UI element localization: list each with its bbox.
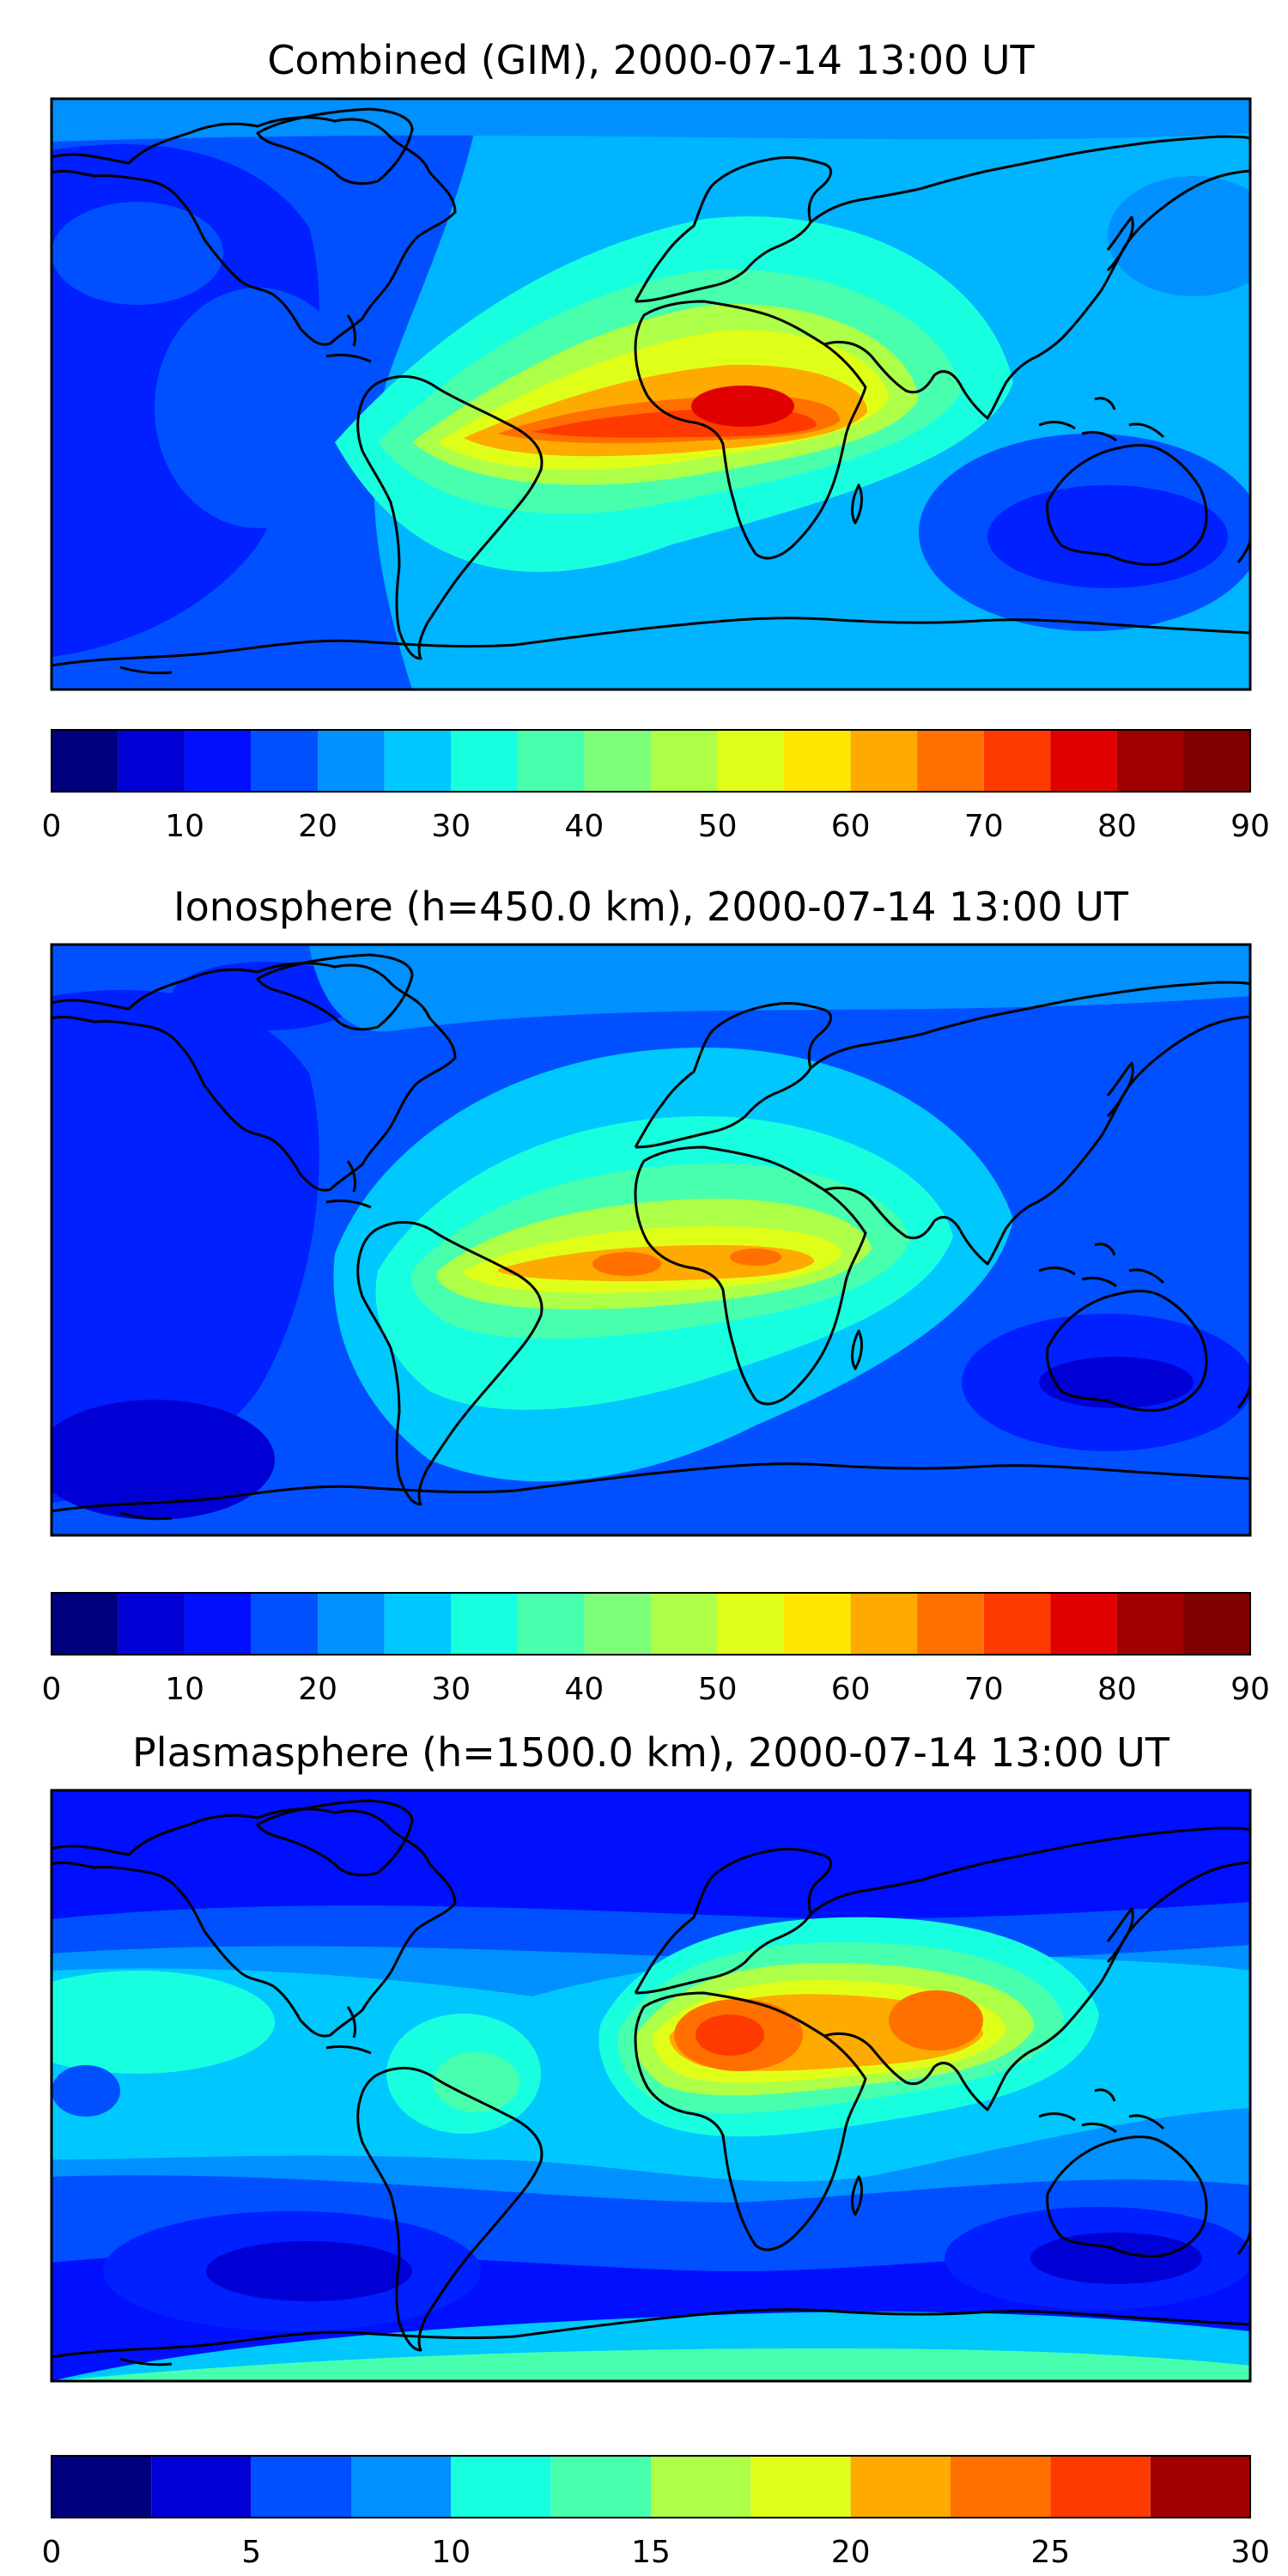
tick-label: 90: [1230, 809, 1270, 844]
tec-map: [50, 97, 1252, 691]
panel-ionosphere: Ionosphere (h=450.0 km), 2000-07-14 13:0…: [42, 884, 1270, 1707]
colorbar-bins: [52, 2456, 1250, 2518]
tick-label: 0: [42, 1672, 62, 1707]
tick-label: 25: [1030, 2535, 1070, 2570]
panel-title: Plasmasphere (h=1500.0 km), 2000-07-14 1…: [132, 1729, 1170, 1776]
tick-label: 40: [564, 809, 604, 844]
tick-label: 5: [241, 2535, 261, 2570]
map-frame: [50, 97, 1252, 691]
tick-label: 30: [1230, 2535, 1270, 2570]
tick-label: 60: [831, 1672, 871, 1707]
tick-label: 10: [165, 809, 204, 844]
tick-label: 90: [1230, 1672, 1270, 1707]
panel-combined: Combined (GIM), 2000-07-14 13:00 UT: [42, 37, 1270, 844]
panel-title: Ionosphere (h=450.0 km), 2000-07-14 13:0…: [173, 884, 1129, 930]
map-frame: [50, 1789, 1252, 2383]
tick-label: 20: [298, 1672, 337, 1707]
colorbar-bins: [52, 1593, 1250, 1655]
colorbar-ticks: 0 10 20 30 40 50 60 70 80 90: [42, 809, 1270, 844]
tec-map: [50, 1789, 1252, 2383]
tick-label: 20: [831, 2535, 871, 2570]
tick-label: 20: [298, 809, 337, 844]
colorbar-ticks: 0 10 20 30 40 50 60 70 80 90: [42, 1672, 1270, 1707]
tick-label: 50: [698, 1672, 738, 1707]
tick-label: 70: [964, 1672, 1004, 1707]
tick-label: 40: [564, 1672, 604, 1707]
colorbar-bins: [52, 730, 1250, 792]
tick-label: 70: [964, 809, 1004, 844]
tick-label: 80: [1097, 809, 1137, 844]
tick-label: 0: [42, 809, 62, 844]
panel-plasmasphere: Plasmasphere (h=1500.0 km), 2000-07-14 1…: [42, 1729, 1270, 2570]
colorbar-ticks: 0 5 10 15 20 25 30: [42, 2535, 1270, 2570]
tick-label: 30: [431, 809, 471, 844]
panel-title: Combined (GIM), 2000-07-14 13:00 UT: [267, 37, 1035, 83]
colorbar: 0 5 10 15 20 25 30: [42, 2455, 1270, 2570]
colorbar: 0 10 20 30 40 50 60 70 80 90: [42, 1592, 1270, 1707]
tick-label: 10: [431, 2535, 471, 2570]
tick-label: 50: [698, 809, 738, 844]
tick-label: 15: [631, 2535, 671, 2570]
map-frame: [50, 943, 1252, 1537]
tick-label: 0: [42, 2535, 62, 2570]
tick-label: 80: [1097, 1672, 1137, 1707]
colorbar: 0 10 20 30 40 50 60 70 80 90: [42, 729, 1270, 844]
tick-label: 30: [431, 1672, 471, 1707]
tick-label: 60: [831, 809, 871, 844]
tick-label: 10: [165, 1672, 204, 1707]
tec-map: [50, 943, 1252, 1537]
